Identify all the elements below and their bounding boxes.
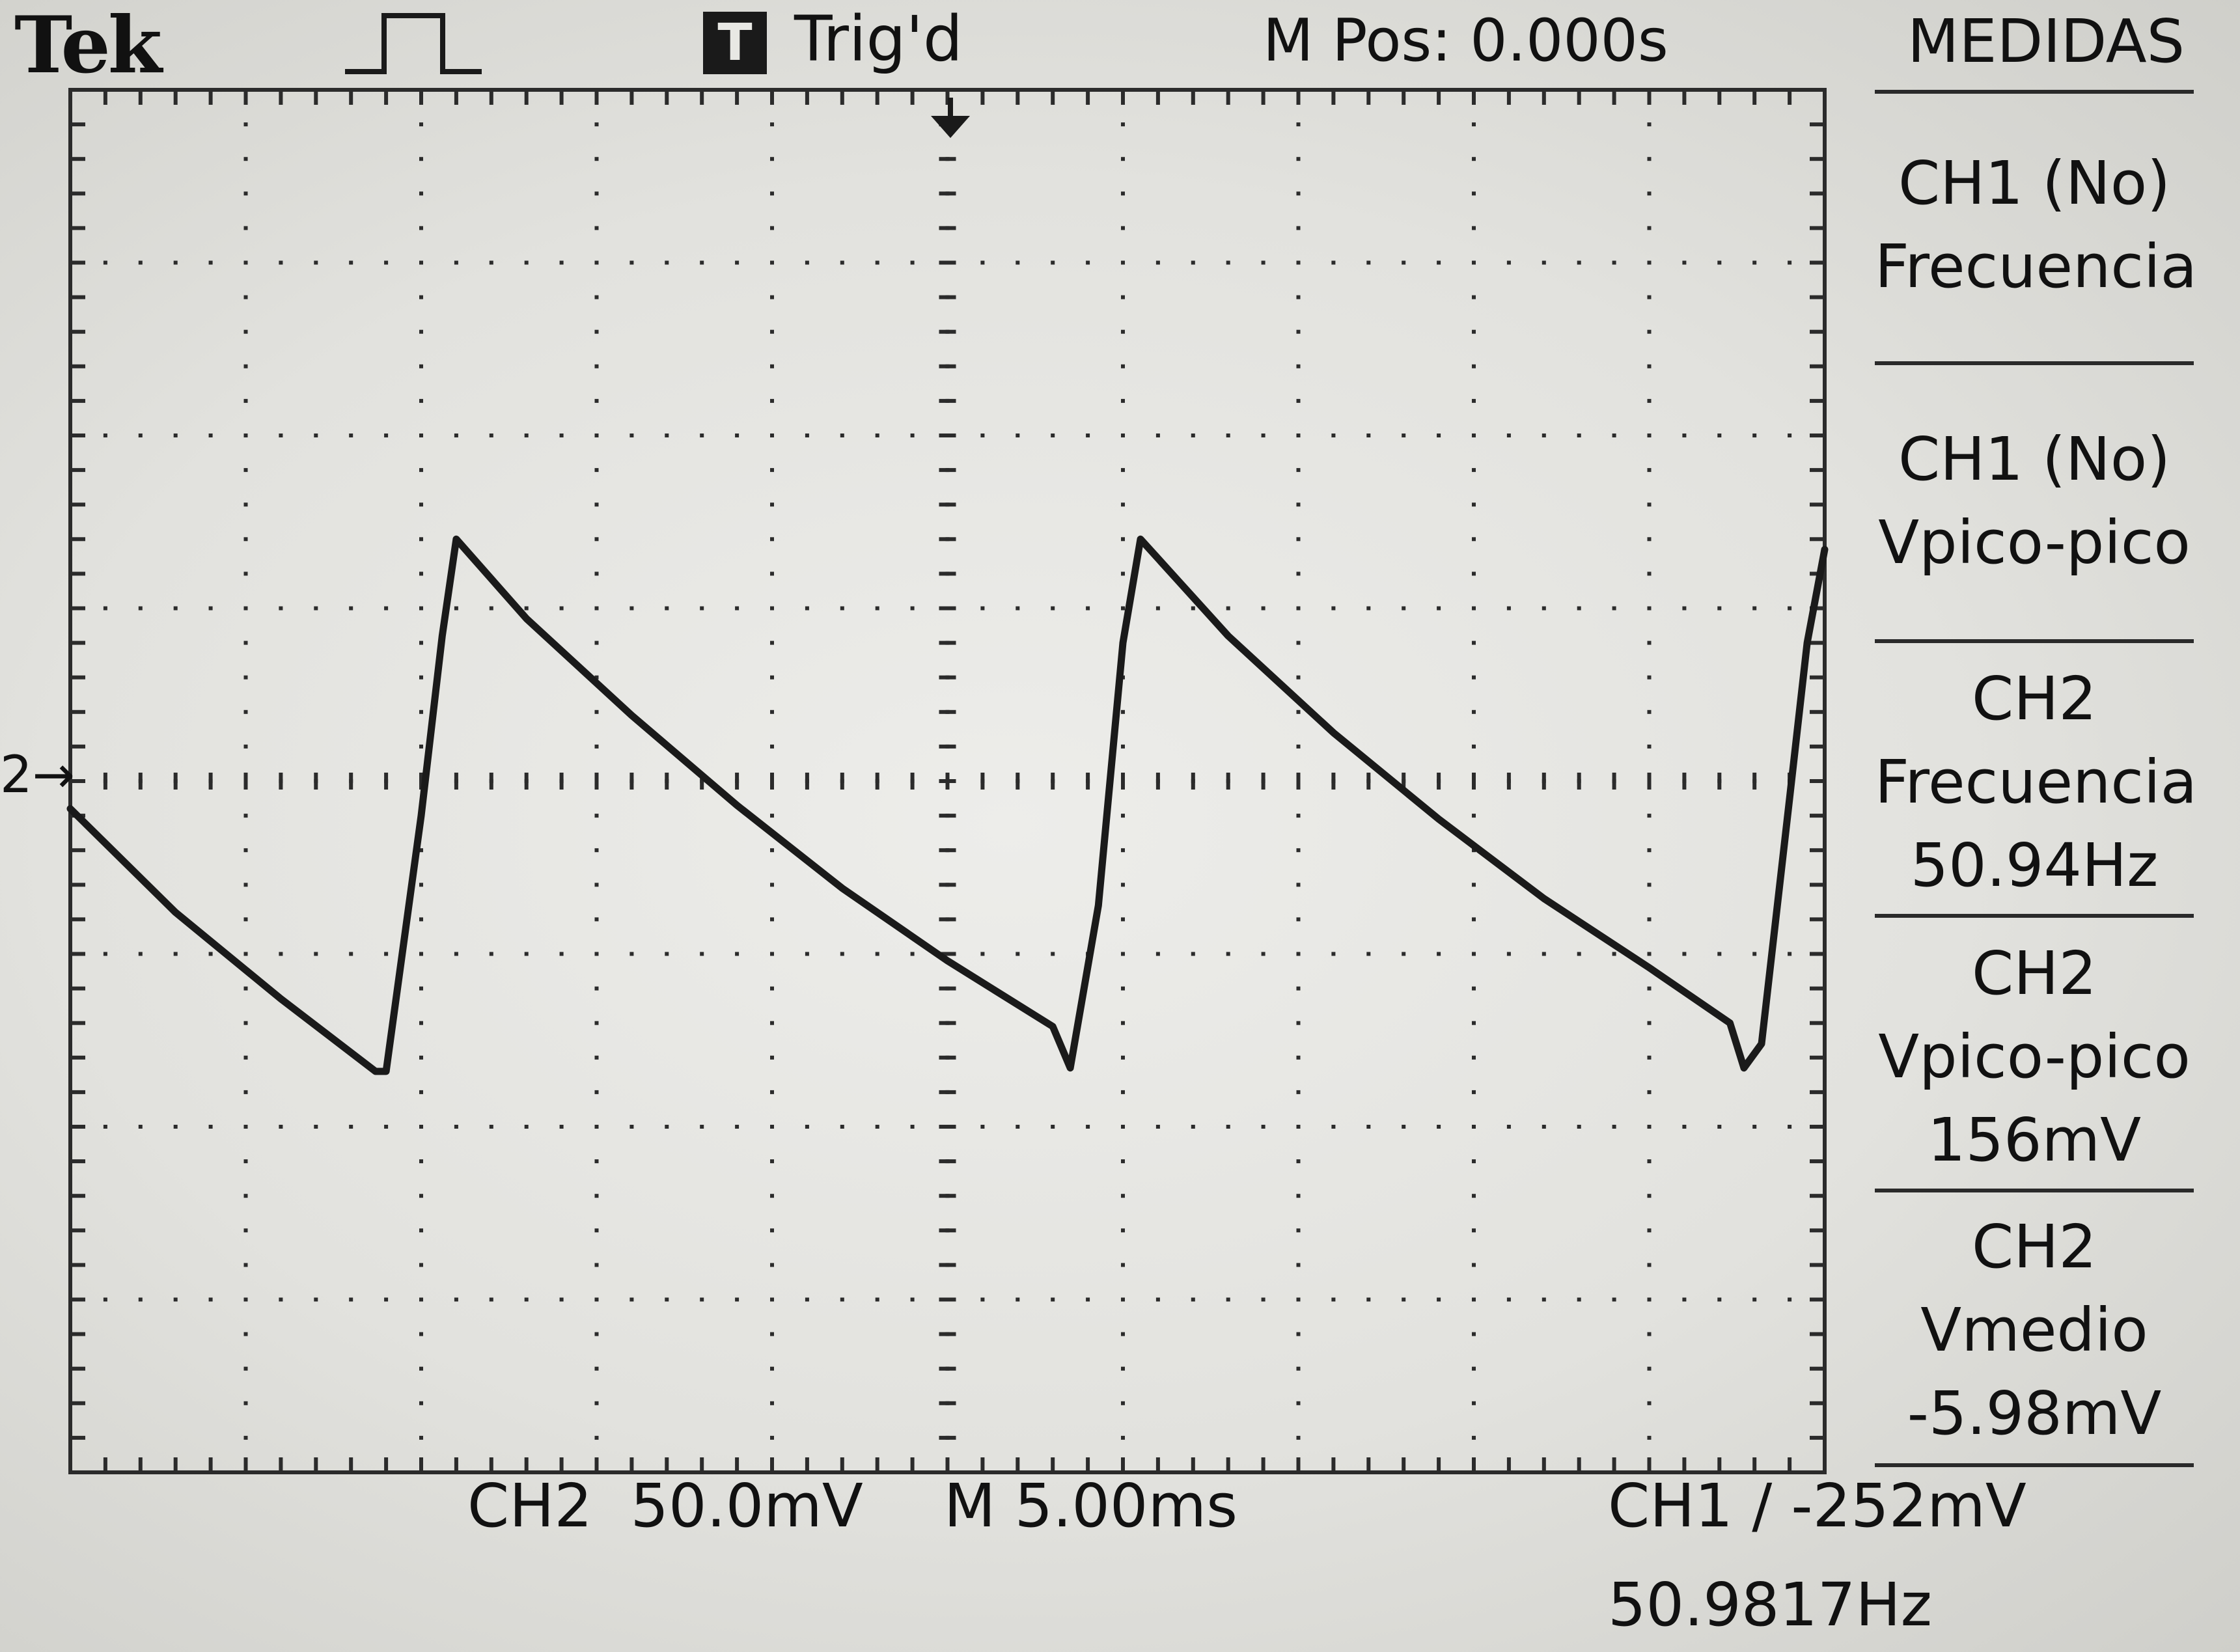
trigger-level-readout: CH1 ∕ -252mV [1608, 1471, 2026, 1541]
menu-item-line: Vpico-pico [1878, 1022, 2191, 1092]
menu-separator [1875, 914, 2194, 918]
menu-item-line: CH2 [1972, 939, 2097, 1008]
menu-item-line: CH1 (No) [1898, 424, 2171, 494]
menu-item-ch2-frequency[interactable]: CH2 Frecuencia 50.94Hz [1875, 657, 2197, 907]
main-position-readout: M Pos: 0.000s [1263, 7, 1668, 75]
menu-separator [1875, 1463, 2194, 1467]
menu-item-line: Frecuencia [1875, 232, 2197, 301]
ch2-waveform-trace [66, 535, 1829, 1075]
menu-item-ch2-mean[interactable]: CH2 Vmedio -5.98mV [1875, 1205, 2194, 1455]
brand-logo: Tek [14, 0, 162, 91]
menu-separator [1875, 639, 2194, 643]
graticule-grid [68, 88, 1827, 1474]
menu-separator [1875, 1189, 2194, 1192]
pulse-waveform-icon [345, 13, 482, 74]
trigger-frequency-readout: 50.9817Hz [1608, 1570, 1932, 1640]
trigger-position-marker [931, 98, 970, 138]
menu-item-value: 156mV [1927, 1105, 2142, 1175]
menu-separator [1875, 361, 2194, 365]
menu-item-line: Frecuencia [1875, 747, 2197, 817]
trigger-state-badge: T [703, 12, 767, 74]
menu-item-line: CH2 [1972, 664, 2097, 734]
ch2-volts-per-div: CH2 50.0mV [467, 1471, 863, 1541]
menu-title: MEDIDAS [1907, 7, 2185, 76]
menu-item-line: Vpico-pico [1878, 508, 2191, 577]
menu-item-ch1-frequency[interactable]: CH1 (No) Frecuencia [1875, 142, 2197, 309]
menu-item-ch2-vpp[interactable]: CH2 Vpico-pico 156mV [1875, 932, 2194, 1182]
menu-item-line: CH2 [1972, 1212, 2097, 1282]
trigger-status: Trig'd [794, 3, 963, 76]
ch2-ground-marker: 2→ [0, 746, 75, 805]
menu-item-line: CH1 (No) [1898, 148, 2171, 218]
menu-separator [1875, 90, 2194, 94]
menu-item-value: 50.94Hz [1910, 831, 2159, 900]
menu-item-ch1-vpp[interactable]: CH1 (No) Vpico-pico [1875, 418, 2194, 585]
menu-item-value: -5.98mV [1907, 1379, 2162, 1448]
timebase-readout: M 5.00ms [944, 1471, 1238, 1541]
menu-item-line: Vmedio [1920, 1295, 2148, 1365]
